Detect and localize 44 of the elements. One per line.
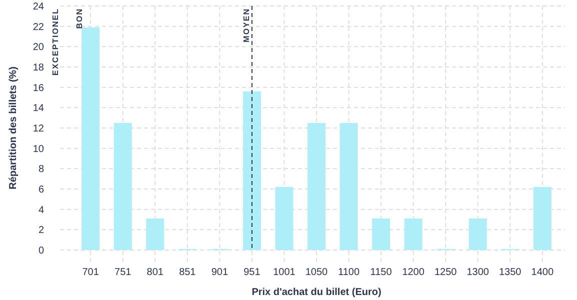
annotation: EXCEPTIONEL [51, 8, 60, 76]
x-tick-label: 1100 [338, 267, 360, 278]
x-tick-label: 901 [211, 267, 228, 278]
x-tick-label: 1300 [466, 267, 490, 278]
x-tick-label: 851 [179, 267, 196, 278]
x-tick-label: 1250 [434, 267, 458, 278]
y-tick-label: 8 [38, 164, 44, 176]
bar [275, 186, 294, 250]
annotation: BON [75, 8, 84, 29]
bar [114, 122, 132, 250]
bar [468, 218, 487, 250]
bar [242, 91, 261, 250]
y-tick-label: 20 [32, 42, 44, 54]
y-tick-label: 0 [38, 246, 44, 256]
y-tick-label: 24 [32, 2, 44, 12]
x-tick-label: 1150 [370, 267, 392, 278]
y-tick-label: 10 [32, 144, 44, 155]
bar [404, 218, 422, 250]
x-tick-label: 1350 [499, 267, 522, 278]
x-tick-label: 701 [82, 267, 100, 278]
x-tick-label: 1001 [273, 267, 296, 278]
x-tick-label: 951 [244, 267, 261, 278]
y-tick-label: 14 [32, 103, 44, 114]
bar [82, 27, 100, 250]
y-tick-label: 18 [32, 62, 44, 74]
y-tick-label: 12 [32, 124, 44, 134]
y-tick-label: 6 [38, 184, 44, 196]
bar [340, 122, 358, 250]
ref-line-label: MOYEN [242, 8, 251, 42]
y-tick-label: 22 [32, 22, 44, 33]
x-axis-title: Prix d'achat du billet (Euro) [252, 287, 382, 298]
bar [146, 218, 164, 250]
x-tick-label: 751 [114, 267, 132, 278]
y-axis-title: Répartition des billets (%) [8, 66, 19, 190]
bar [308, 122, 326, 250]
y-tick-label: 2 [38, 225, 44, 236]
x-tick-label: 1050 [305, 267, 328, 278]
x-tick-label: 1400 [531, 267, 554, 278]
bar [372, 218, 390, 250]
y-tick-label: 4 [38, 204, 44, 216]
bar [533, 186, 552, 250]
x-tick-label: 801 [146, 267, 164, 278]
y-tick-label: 16 [32, 82, 44, 94]
x-tick-label: 1200 [402, 267, 425, 278]
